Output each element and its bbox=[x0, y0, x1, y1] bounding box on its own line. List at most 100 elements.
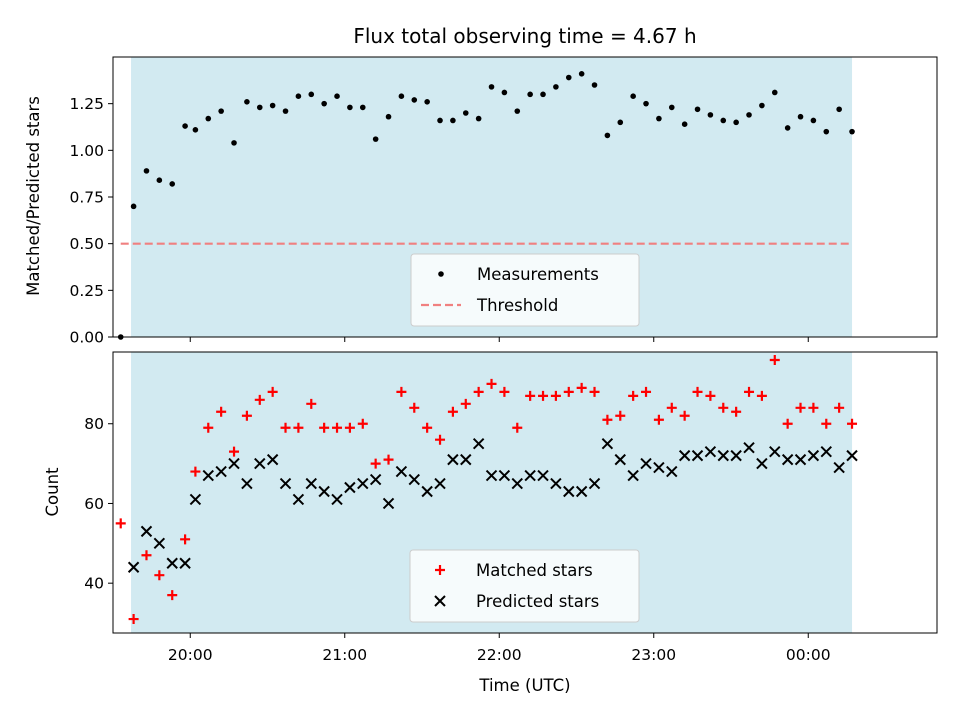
predicted-star-point bbox=[524, 469, 536, 482]
top-panel: 0.00 0.25 0.50 0.75 1.00 1.25 Measurements Thre… bbox=[69, 56, 938, 347]
matched-star-point bbox=[576, 382, 587, 393]
measurement-point bbox=[565, 74, 572, 81]
predicted-star-point bbox=[756, 457, 768, 470]
predicted-star-point bbox=[537, 469, 549, 482]
predicted-star-point bbox=[153, 537, 166, 550]
measurement-point bbox=[578, 71, 585, 77]
predicted-star-point bbox=[781, 453, 794, 466]
x-tick-label: 00:00 bbox=[786, 646, 831, 664]
predicted-star-point bbox=[331, 493, 343, 506]
matched-star-point bbox=[306, 398, 317, 409]
matched-star-point bbox=[692, 386, 703, 397]
measurement-point bbox=[359, 104, 366, 111]
measurement-point bbox=[797, 113, 804, 120]
predicted-star-point bbox=[743, 441, 755, 454]
matched-star-point bbox=[154, 570, 165, 581]
series-measurements bbox=[117, 71, 855, 340]
predicted-star-point bbox=[472, 437, 485, 450]
predicted-star-point bbox=[833, 461, 845, 474]
measurement-point bbox=[823, 128, 830, 135]
predicted-star-point bbox=[511, 477, 523, 490]
predicted-star-point bbox=[228, 457, 240, 470]
measurement-point bbox=[385, 113, 392, 120]
measurement-point bbox=[231, 140, 237, 146]
matched-star-point bbox=[447, 406, 458, 417]
predicted-star-point bbox=[266, 453, 279, 466]
predicted-star-point bbox=[769, 445, 781, 458]
measurement-point bbox=[527, 91, 533, 98]
predicted-star-point bbox=[653, 461, 665, 474]
predicted-star-point bbox=[305, 477, 317, 490]
measurement-point bbox=[244, 99, 250, 105]
measurement-point bbox=[784, 125, 791, 131]
predicted-star-point bbox=[395, 465, 408, 478]
measurement-point bbox=[771, 89, 778, 96]
measurement-point bbox=[130, 203, 137, 210]
matched-star-point bbox=[512, 422, 523, 433]
top-legend-box bbox=[410, 253, 640, 327]
measurement-point bbox=[630, 93, 636, 99]
bottom-y-axis-label: Count bbox=[43, 467, 62, 517]
matched-star-point bbox=[473, 386, 484, 397]
plot-layer: 0.00 0.25 0.50 0.75 1.00 1.25 Measurements Thre… bbox=[69, 56, 938, 664]
measurement-point bbox=[169, 181, 176, 187]
matched-star-point bbox=[422, 422, 433, 433]
matched-star-point bbox=[460, 398, 471, 409]
bottom-legend: Matched stars Predicted stars bbox=[409, 549, 640, 623]
matched-star-point bbox=[370, 458, 381, 469]
measurement-point bbox=[707, 112, 714, 118]
measurement-point bbox=[694, 106, 701, 113]
measurement-point bbox=[488, 84, 495, 90]
matched-star-point bbox=[731, 406, 742, 417]
predicted-star-point bbox=[550, 477, 562, 490]
legend-marker-predicted bbox=[434, 595, 446, 607]
matched-star-point bbox=[718, 402, 729, 413]
matched-star-point bbox=[744, 386, 755, 397]
predicted-star-point bbox=[666, 465, 678, 478]
series-matched-stars bbox=[115, 354, 858, 625]
matched-star-point bbox=[435, 434, 446, 445]
measurement-point bbox=[321, 100, 327, 107]
predicted-star-point bbox=[460, 453, 472, 466]
x-tick-label: 20:00 bbox=[168, 646, 213, 664]
chart-title: Flux total observing time = 4.67 h bbox=[353, 24, 696, 48]
predicted-star-point bbox=[421, 485, 433, 498]
predicted-star-point bbox=[678, 449, 691, 462]
predicted-star-point bbox=[588, 477, 601, 490]
matched-star-point bbox=[525, 390, 536, 401]
predicted-star-point bbox=[215, 465, 227, 478]
measurement-point bbox=[540, 91, 546, 98]
matched-star-point bbox=[538, 390, 549, 401]
matched-star-point bbox=[167, 590, 178, 601]
matched-star-point bbox=[499, 386, 510, 397]
predicted-star-point bbox=[318, 485, 330, 498]
measurement-point bbox=[668, 104, 675, 111]
predicted-star-point bbox=[498, 469, 511, 482]
legend-label: Threshold bbox=[476, 296, 558, 315]
matched-star-point bbox=[602, 414, 613, 425]
matched-star-point bbox=[216, 406, 227, 417]
matched-star-point bbox=[589, 386, 600, 397]
matched-star-point bbox=[795, 402, 806, 413]
matched-star-point bbox=[128, 614, 139, 625]
legend-label: Matched stars bbox=[476, 561, 593, 580]
predicted-star-point bbox=[241, 477, 253, 490]
measurement-point bbox=[143, 168, 150, 174]
matched-star-point bbox=[180, 534, 191, 545]
predicted-star-point bbox=[357, 477, 369, 490]
x-tick-label: 22:00 bbox=[477, 646, 522, 664]
bottom-y-tick-label: 80 bbox=[84, 415, 104, 433]
matched-star-point bbox=[782, 418, 793, 429]
top-y-tick-label: 1.25 bbox=[69, 95, 104, 113]
matched-star-point bbox=[229, 446, 240, 457]
matched-star-point bbox=[383, 454, 394, 465]
matched-star-point bbox=[332, 422, 343, 433]
legend-marker-measurements bbox=[438, 271, 444, 277]
predicted-star-point bbox=[846, 449, 858, 462]
predicted-star-point bbox=[820, 445, 832, 458]
measurement-point bbox=[462, 110, 469, 116]
matched-star-point bbox=[834, 402, 845, 413]
matched-star-point bbox=[756, 390, 767, 401]
predicted-star-point bbox=[563, 485, 575, 498]
